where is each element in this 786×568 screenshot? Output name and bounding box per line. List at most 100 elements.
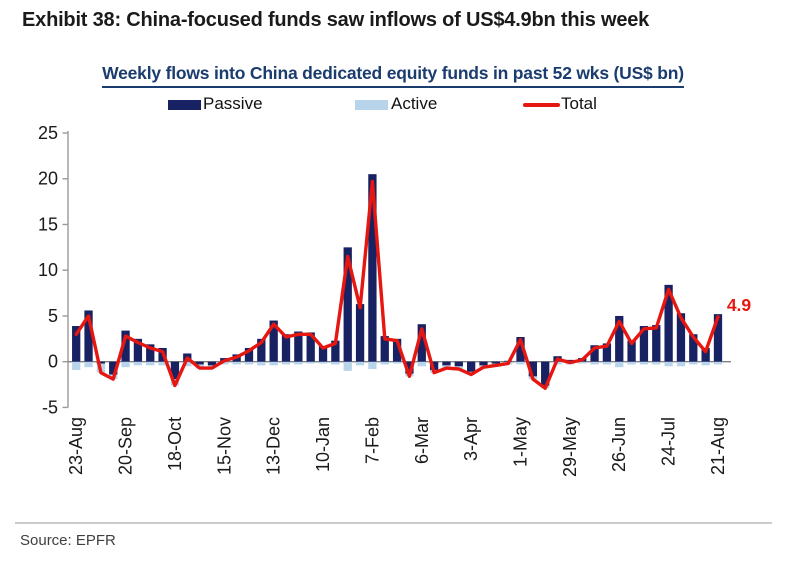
- active-bar: [701, 361, 710, 366]
- chart-title: Weekly flows into China dedicated equity…: [102, 63, 684, 88]
- passive-bar: [590, 345, 599, 362]
- legend-label-passive: Passive: [203, 94, 263, 113]
- page-title: Exhibit 38: China-focused funds saw infl…: [22, 9, 650, 31]
- active-bar: [516, 361, 525, 365]
- passive-bar: [72, 326, 81, 362]
- y-axis-label: 10: [38, 260, 58, 280]
- passive-bar: [207, 361, 217, 366]
- active-bar: [133, 361, 143, 366]
- passive-bar: [627, 340, 636, 362]
- passive-bar: [269, 320, 278, 362]
- passive-bar: [195, 361, 204, 365]
- passive-bar: [96, 361, 106, 364]
- passive-bar: [281, 334, 291, 362]
- passive-bar: [244, 347, 254, 362]
- passive-bar: [639, 326, 649, 362]
- passive-bar: [565, 359, 575, 362]
- active-bar: [639, 361, 649, 365]
- passive-bar: [454, 361, 463, 367]
- active-bar: [392, 361, 402, 364]
- active-bar: [627, 361, 636, 365]
- source-text: Source: EPFR: [20, 532, 116, 549]
- passive-bar: [541, 361, 550, 386]
- passive-bar: [306, 332, 315, 362]
- passive-bar: [429, 361, 439, 370]
- x-axis-label: 24-Jul: [659, 417, 679, 466]
- passive-bar: [676, 313, 686, 362]
- x-axis-label: 6-Mar: [412, 417, 432, 464]
- active-bar: [72, 361, 81, 370]
- active-bar: [590, 361, 599, 365]
- x-axis-label: 23-Aug: [66, 417, 86, 475]
- passive-bar: [701, 347, 710, 362]
- passive-bar: [516, 337, 525, 362]
- x-axis-label: 7-Feb: [362, 417, 382, 464]
- legend-label-total: Total: [561, 94, 597, 113]
- passive-bar: [133, 338, 143, 362]
- y-axis-label: 0: [48, 352, 58, 372]
- x-axis-label: 13-Dec: [264, 417, 284, 475]
- passive-bar: [343, 247, 352, 362]
- passive-bar: [380, 336, 389, 362]
- passive-bar: [84, 310, 93, 362]
- passive-bar: [602, 343, 612, 362]
- active-bar: [355, 361, 365, 366]
- active-swatch-icon: [355, 100, 388, 110]
- passive-bar: [479, 361, 488, 366]
- passive-bar: [170, 361, 180, 380]
- active-bar: [676, 361, 686, 367]
- y-axis-label: 5: [48, 306, 58, 326]
- legend-label-active: Active: [391, 94, 438, 113]
- passive-bar: [146, 344, 155, 362]
- passive-bar: [318, 346, 328, 362]
- active-bar: [220, 361, 229, 365]
- passive-bar: [417, 324, 426, 362]
- y-axis-label: 25: [38, 123, 58, 143]
- active-bar: [713, 361, 723, 365]
- passive-bar: [355, 304, 365, 362]
- passive-bar: [121, 330, 130, 362]
- passive-bar: [491, 361, 500, 364]
- passive-bar: [528, 361, 538, 377]
- passive-bar: [109, 361, 118, 375]
- passive-bar: [466, 361, 476, 372]
- chart-title-container: Weekly flows into China dedicated equity…: [30, 63, 756, 88]
- x-axis-label: 10-Jan: [313, 417, 333, 472]
- x-axis-label: 26-Jun: [609, 417, 629, 472]
- source-divider: [15, 522, 772, 524]
- passive-bar: [331, 340, 340, 362]
- passive-bar: [615, 315, 624, 362]
- active-bar: [183, 361, 192, 367]
- passive-bar: [392, 338, 402, 362]
- passive-bar: [713, 314, 723, 362]
- y-axis-label: 20: [38, 169, 58, 189]
- active-bar: [84, 361, 93, 368]
- x-axis-label: 18-Oct: [165, 417, 185, 471]
- active-bar: [652, 361, 661, 365]
- active-bar: [257, 361, 266, 366]
- passive-bar: [405, 361, 414, 374]
- passive-bar: [368, 174, 377, 362]
- active-bar: [294, 361, 303, 365]
- active-bar: [121, 361, 130, 368]
- active-bar: [615, 361, 624, 368]
- active-bar: [368, 361, 377, 370]
- y-axis-label: -5: [42, 397, 58, 417]
- active-bar: [602, 361, 612, 365]
- passive-bar: [442, 361, 451, 366]
- active-bar: [664, 361, 673, 367]
- passive-bar: [257, 338, 266, 362]
- active-bar: [331, 361, 340, 365]
- x-axis-label: 15-Nov: [214, 417, 234, 475]
- active-bar: [158, 361, 167, 366]
- x-axis-label: 3-Apr: [461, 417, 481, 461]
- active-bar: [343, 361, 352, 371]
- passive-bar: [689, 334, 698, 362]
- active-bar: [417, 361, 426, 367]
- passive-bar: [294, 331, 303, 362]
- active-bar: [306, 361, 315, 364]
- x-axis-label: 21-Aug: [708, 417, 728, 475]
- chart-legend: Passive Active Total: [0, 94, 786, 120]
- x-axis-label: 1-May: [511, 417, 531, 467]
- active-bar: [380, 361, 389, 365]
